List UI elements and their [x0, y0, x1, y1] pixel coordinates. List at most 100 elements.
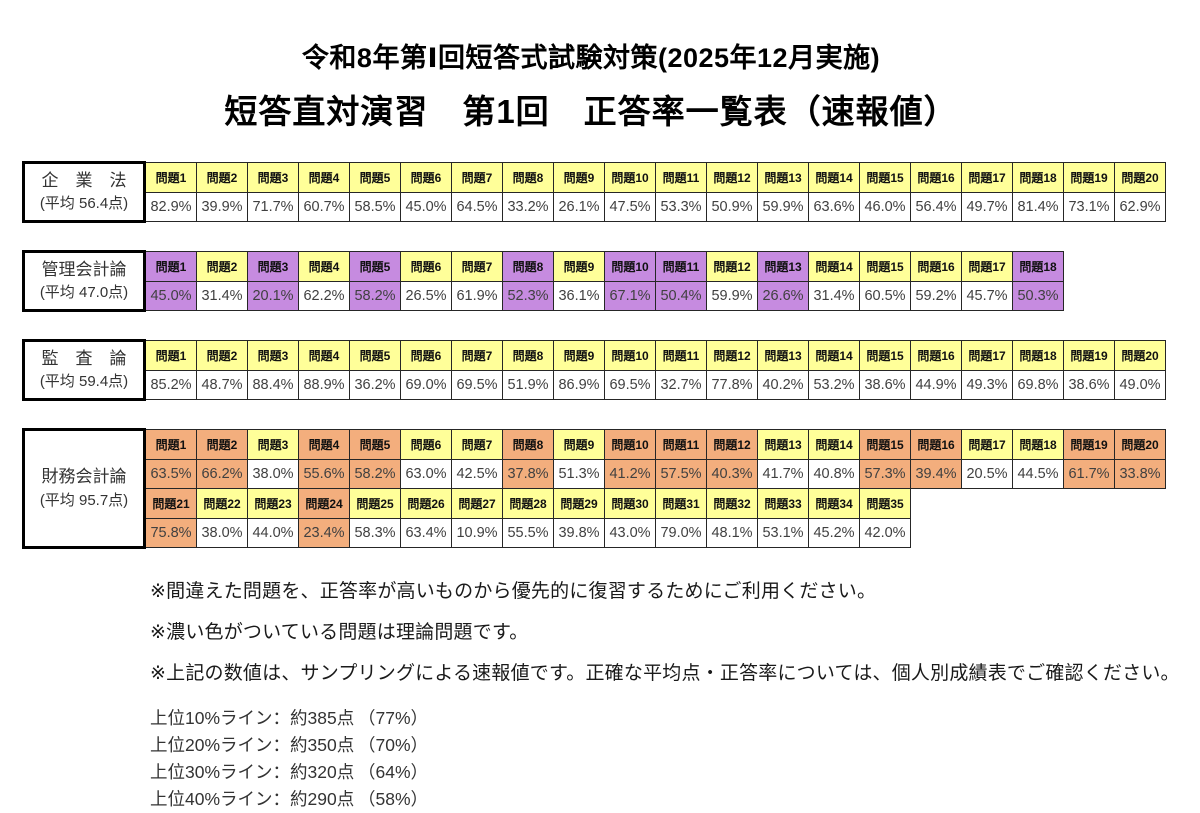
problem-header-cell: 問題32	[706, 488, 758, 519]
rate-value-cell: 43.0%	[604, 518, 656, 548]
problem-header-cell: 問題16	[910, 162, 962, 193]
rate-value-cell: 45.7%	[961, 281, 1013, 311]
rate-value-cell: 49.0%	[1114, 370, 1166, 400]
problem-header-cell: 問題18	[1012, 162, 1064, 193]
problem-header-cell: 問題23	[247, 488, 299, 519]
cutoff-label: 上位30%ライン：約320点	[150, 762, 355, 782]
problem-header-cell: 問題21	[144, 488, 197, 519]
problem-header-cell: 問題11	[655, 340, 707, 371]
problem-header-cell: 問題1	[144, 251, 197, 282]
problem-header-cell: 問題20	[1114, 162, 1166, 193]
subject-name: 財務会計論	[41, 467, 127, 487]
rate-value-cell: 88.4%	[247, 370, 299, 400]
problem-header-cell: 問題7	[451, 251, 503, 282]
empty-cell	[962, 519, 1013, 548]
rate-value-cell: 56.4%	[910, 192, 962, 222]
problem-header-cell: 問題14	[808, 340, 860, 371]
empty-cell	[1115, 489, 1166, 519]
problem-header-cell: 問題13	[757, 429, 809, 460]
problem-header-cell: 問題6	[400, 162, 452, 193]
rate-value-cell: 51.9%	[502, 370, 554, 400]
problem-header-cell: 問題18	[1012, 340, 1064, 371]
cutoff-line: 上位20%ライン：約350点 （70%）	[150, 732, 1200, 759]
empty-cell	[1115, 519, 1166, 548]
problem-header-cell: 問題11	[655, 162, 707, 193]
rate-value-cell: 69.5%	[451, 370, 503, 400]
rate-table-management-accounting: 管理会計論 (平均 47.0点) 問題1 問題2 問題3 問題4 問題5 問題6 問題7 問題8 問…	[22, 250, 1064, 312]
subject-average: (平均 47.0点)	[39, 284, 129, 302]
rate-value-cell: 48.1%	[706, 518, 758, 548]
rate-value-cell: 66.2%	[196, 459, 248, 489]
problem-header-cell: 問題9	[553, 429, 605, 460]
subject-name: 管理会計論	[41, 259, 127, 279]
problem-header-cell: 問題12	[706, 162, 758, 193]
cutoff-line: 上位40%ライン：約290点 （58%）	[150, 786, 1200, 813]
rate-value-cell: 57.3%	[859, 459, 911, 489]
rate-value-cell: 63.0%	[400, 459, 452, 489]
rate-value-cell: 62.2%	[298, 281, 350, 311]
problem-header-cell: 問題5	[349, 429, 401, 460]
problem-header-cell: 問題16	[910, 429, 962, 460]
problem-header-cell: 問題24	[298, 488, 350, 519]
problem-header-cell: 問題26	[400, 488, 452, 519]
problem-header-cell: 問題3	[247, 429, 299, 460]
problem-header-cell: 問題9	[553, 340, 605, 371]
problem-header-cell: 問題10	[604, 429, 656, 460]
rate-value-cell: 61.7%	[1063, 459, 1115, 489]
problem-header-cell: 問題17	[961, 251, 1013, 282]
problem-header-cell: 問題4	[298, 340, 350, 371]
rate-value-cell: 52.3%	[502, 281, 554, 311]
problem-header-cell: 問題6	[400, 429, 452, 460]
notes-block: ※間違えた問題を、正答率が高いものから優先的に復習するためにご利用ください。 ※…	[150, 576, 1200, 685]
subject-name: 企 業 法	[41, 170, 127, 190]
problem-header-cell: 問題12	[706, 251, 758, 282]
problem-header-cell: 問題8	[502, 340, 554, 371]
subject-label: 企 業 法 (平均 56.4点)	[22, 161, 146, 223]
empty-cell	[911, 519, 962, 548]
rate-value-cell: 63.6%	[808, 192, 860, 222]
problem-header-cell: 問題10	[604, 251, 656, 282]
rate-value-cell: 20.1%	[247, 281, 299, 311]
empty-cell	[1064, 489, 1115, 519]
problem-header-cell: 問題15	[859, 429, 911, 460]
rate-value-cell: 69.5%	[604, 370, 656, 400]
rate-value-cell: 41.7%	[757, 459, 809, 489]
problem-header-cell: 問題1	[144, 162, 197, 193]
rate-value-cell: 58.2%	[349, 459, 401, 489]
rate-value-cell: 40.3%	[706, 459, 758, 489]
rate-value-cell: 47.5%	[604, 192, 656, 222]
rate-value-cell: 23.4%	[298, 518, 350, 548]
subject-label: 監 査 論 (平均 59.4点)	[22, 339, 146, 401]
rate-value-cell: 38.6%	[859, 370, 911, 400]
problem-header-cell: 問題12	[706, 340, 758, 371]
problem-header-cell: 問題17	[961, 429, 1013, 460]
problem-header-cell: 問題17	[961, 162, 1013, 193]
problem-header-cell: 問題25	[349, 488, 401, 519]
rate-value-cell: 42.0%	[859, 518, 911, 548]
problem-header-cell: 問題7	[451, 162, 503, 193]
rate-value-cell: 81.4%	[1012, 192, 1064, 222]
rate-value-cell: 45.2%	[808, 518, 860, 548]
rate-value-cell: 10.9%	[451, 518, 503, 548]
rate-value-cell: 67.1%	[604, 281, 656, 311]
rate-value-cell: 49.3%	[961, 370, 1013, 400]
rate-value-cell: 26.5%	[400, 281, 452, 311]
problem-header-cell: 問題22	[196, 488, 248, 519]
problem-header-cell: 問題18	[1012, 251, 1064, 282]
problem-header-cell: 問題1	[144, 340, 197, 371]
rate-value-cell: 53.3%	[655, 192, 707, 222]
rate-value-cell: 71.7%	[247, 192, 299, 222]
problem-header-cell: 問題19	[1063, 340, 1115, 371]
rate-value-cell: 82.9%	[144, 192, 197, 222]
problem-header-cell: 問題8	[502, 251, 554, 282]
problem-header-cell: 問題3	[247, 340, 299, 371]
problem-header-cell: 問題10	[604, 340, 656, 371]
problem-header-cell: 問題1	[144, 429, 197, 460]
cutoff-lines-block: 上位10%ライン：約385点 （77%） 上位20%ライン：約350点 （70%） …	[150, 705, 1200, 813]
rate-value-cell: 58.5%	[349, 192, 401, 222]
rate-value-cell: 50.9%	[706, 192, 758, 222]
rate-value-cell: 40.8%	[808, 459, 860, 489]
rate-value-cell: 55.5%	[502, 518, 554, 548]
problem-header-cell: 問題13	[757, 162, 809, 193]
